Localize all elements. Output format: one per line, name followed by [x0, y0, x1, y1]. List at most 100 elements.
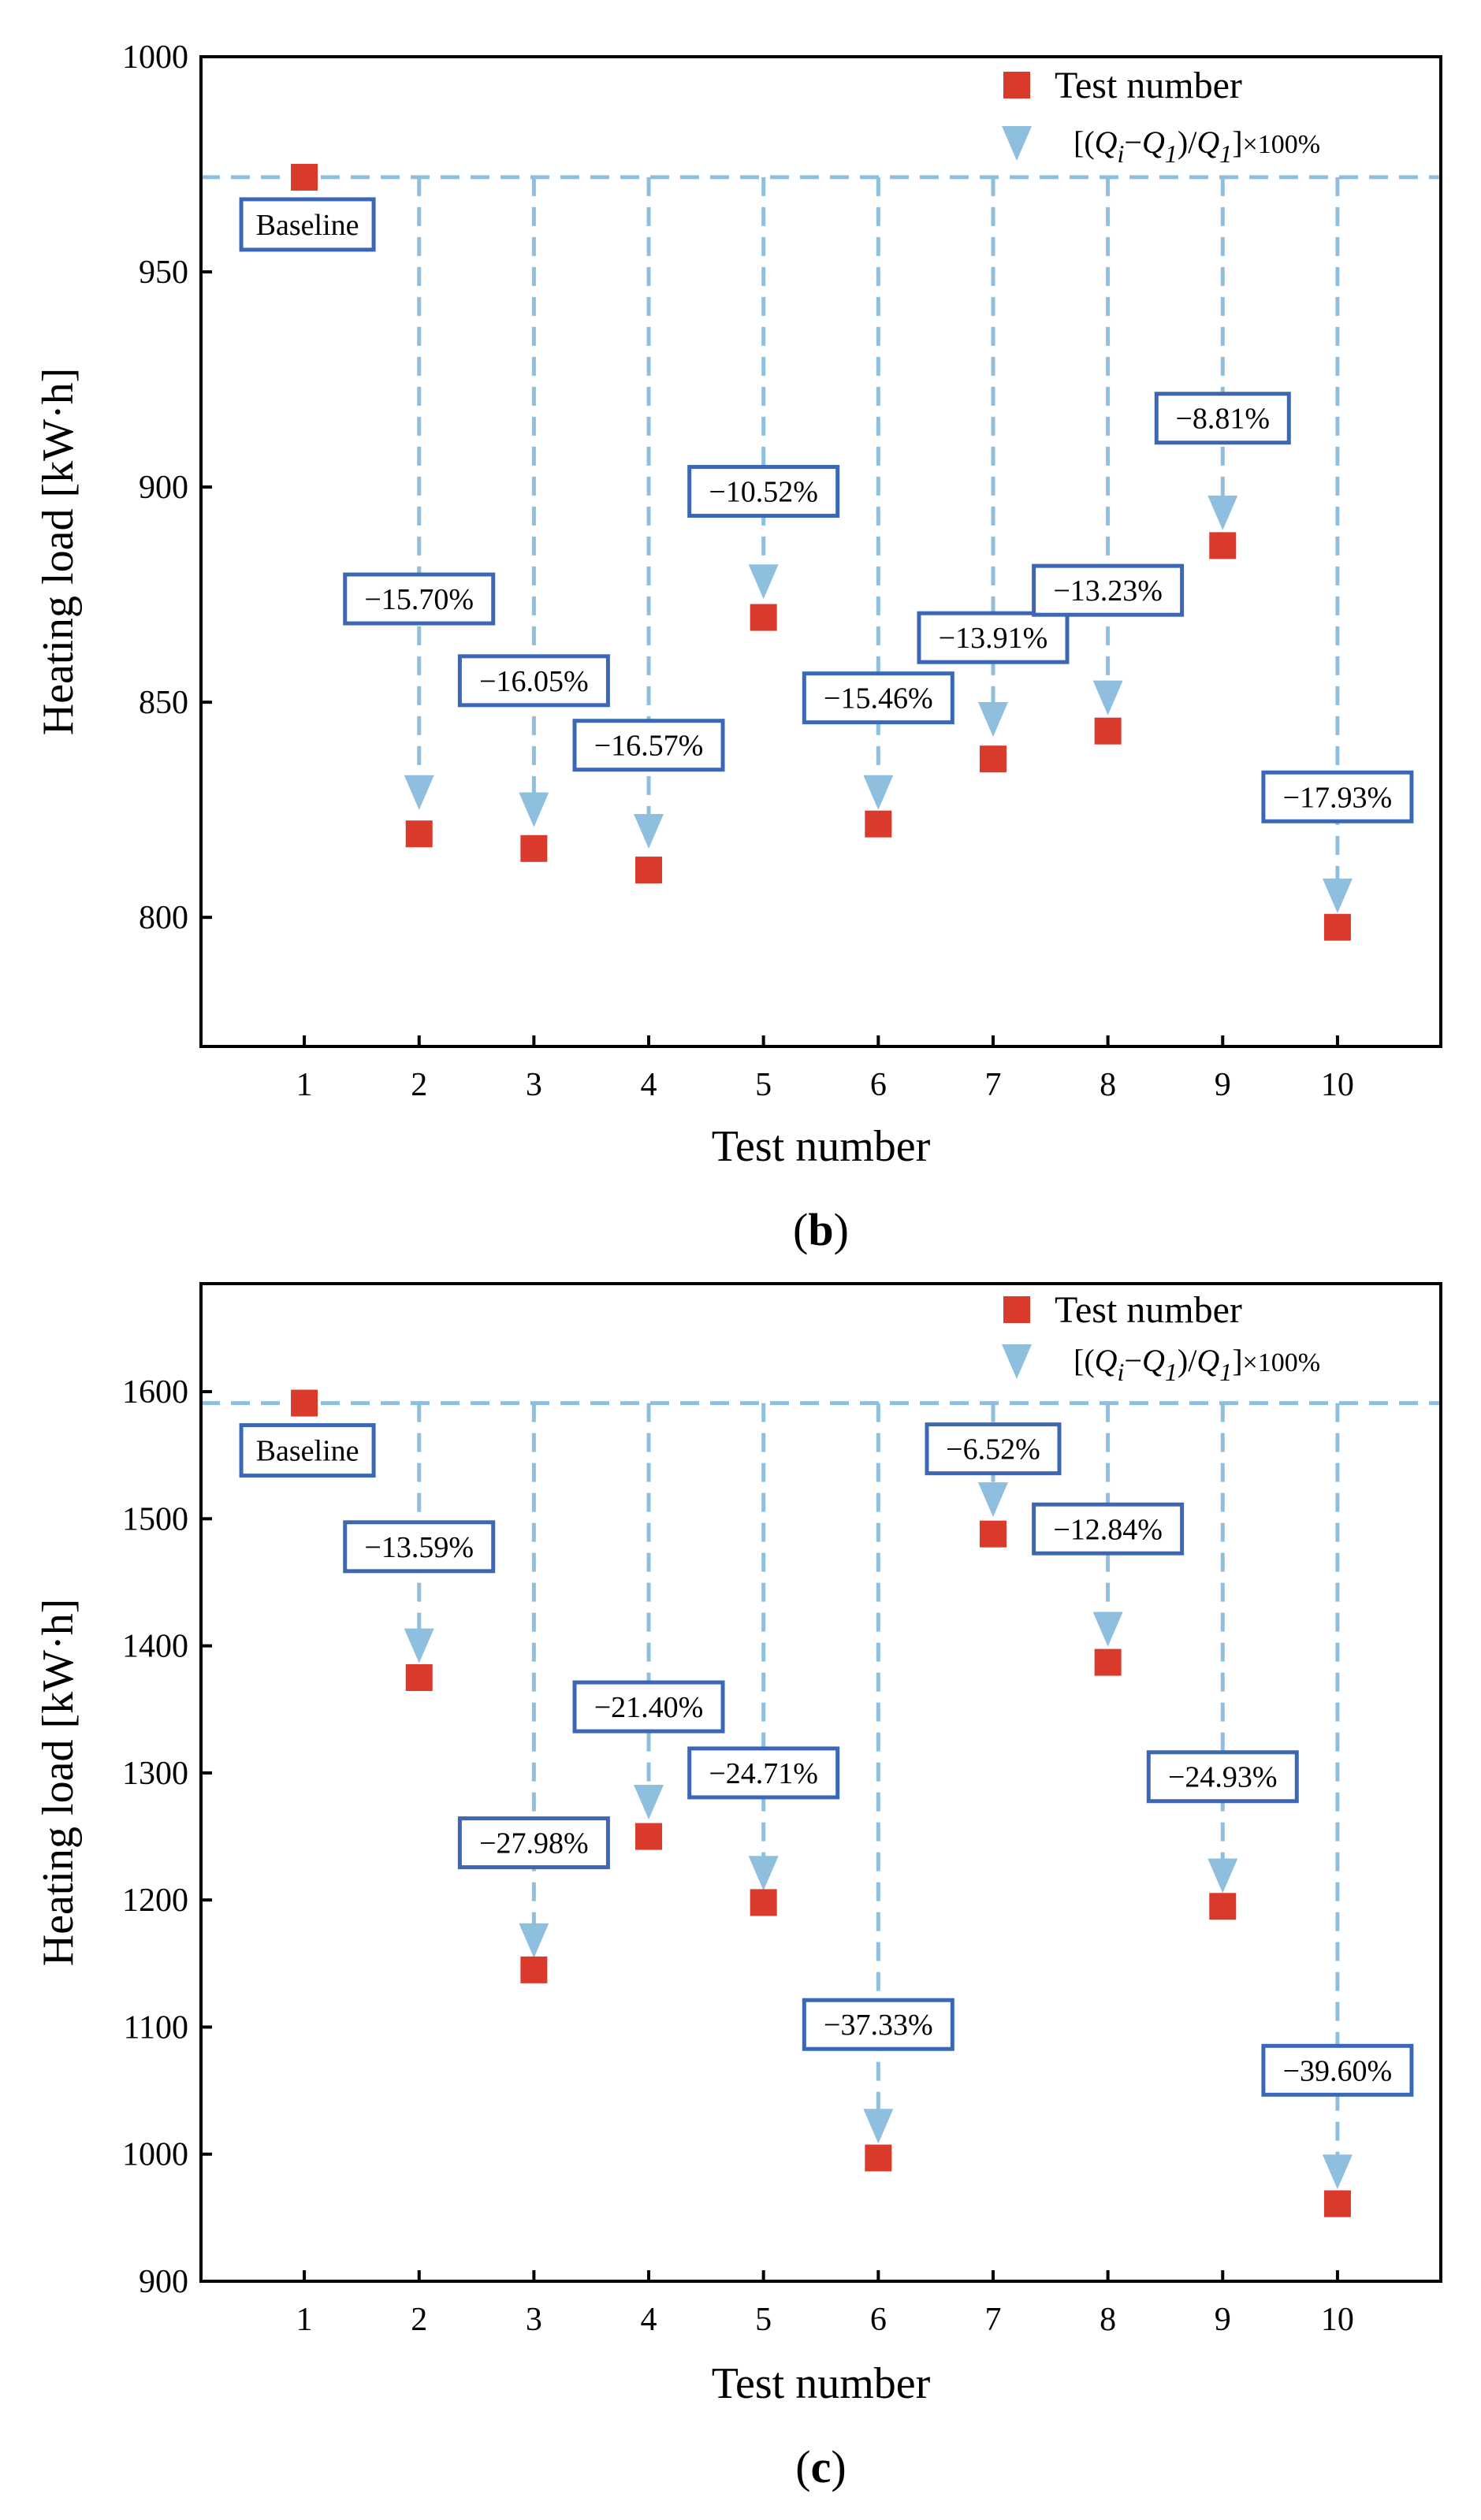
annotation-box	[802, 1998, 954, 2051]
x-tick-label: 8	[1100, 1067, 1116, 1103]
annotation-box	[925, 1422, 1062, 1476]
data-point	[635, 857, 663, 884]
data-point	[1094, 717, 1122, 745]
x-tick-label: 6	[870, 1067, 887, 1103]
percent-arrow-marker	[404, 1628, 434, 1663]
x-axis-title: Test number	[712, 1122, 931, 1171]
data-point	[750, 1889, 777, 1916]
x-tick-label: 1	[296, 1067, 313, 1103]
annotation-label: −13.91%	[939, 622, 1048, 655]
percent-arrow-marker	[1207, 495, 1238, 530]
legend-marker-label: Test number	[1055, 1289, 1242, 1331]
y-tick-label: 1100	[124, 2009, 188, 2046]
annotation-label: −24.71%	[709, 1757, 818, 1790]
percent-arrow-marker	[1207, 1858, 1238, 1894]
x-tick-label: 2	[411, 1067, 427, 1103]
annotation-label: −37.33%	[824, 2009, 933, 2042]
x-tick-label: 7	[984, 1067, 1001, 1103]
percent-arrow-marker	[863, 2109, 894, 2144]
x-tick-label: 10	[1321, 1067, 1354, 1103]
baseline-label-box	[239, 197, 376, 252]
annotation-label: −13.23%	[1053, 574, 1163, 608]
annotation-label: −21.40%	[594, 1691, 704, 1724]
annotation-box	[457, 1816, 610, 1870]
annotation-label: −10.52%	[709, 476, 818, 509]
annotation-label: −17.93%	[1283, 781, 1393, 814]
percent-arrow-marker	[519, 1923, 549, 1958]
data-point	[405, 1663, 433, 1691]
annotation-label: −12.84%	[1053, 1513, 1163, 1546]
x-tick-label: 9	[1215, 2302, 1231, 2338]
annotation-label: −24.93%	[1168, 1761, 1278, 1794]
y-tick-label: 850	[139, 685, 188, 721]
percent-arrow-marker	[1092, 680, 1123, 715]
legend: Test number [(Qi−Q1)/Q1]×100%	[1002, 65, 1320, 168]
data-point	[635, 1823, 663, 1850]
data-point	[1209, 1893, 1237, 1920]
annotation-box	[687, 465, 840, 518]
data-point	[1094, 1648, 1122, 1676]
annotation-box	[572, 1680, 725, 1734]
percent-arrow-marker	[1322, 2154, 1353, 2190]
baseline-label: Baseline	[256, 209, 359, 242]
y-tick-label: 1600	[122, 1374, 188, 1411]
y-tick-label: 1000	[122, 2137, 188, 2173]
annotation-label: −15.46%	[824, 682, 933, 715]
x-tick-label: 7	[984, 2302, 1001, 2338]
legend: Test number [(Qi−Q1)/Q1]×100%	[1002, 1289, 1320, 1386]
annotation-label: −6.52%	[946, 1433, 1040, 1466]
chart-panel-c: 900 1000 1100 1200 1300 1400 1500 1600 1 2 3 4 5 6 7 8 9…	[34, 1282, 1442, 2492]
annotation-label: −16.57%	[594, 730, 704, 763]
annotation-box	[1146, 1750, 1299, 1804]
legend-triangle-marker	[1002, 126, 1032, 161]
y-tick-label: 900	[139, 2264, 188, 2300]
y-tick-label: 1300	[122, 1756, 188, 1792]
panel-label: (b)	[793, 1204, 849, 1255]
annotation-box	[572, 719, 725, 772]
data-point	[291, 1389, 318, 1417]
y-tick-label: 1200	[122, 1883, 188, 1919]
data-point	[865, 810, 892, 838]
chart-panel-b: 800 850 900 950 1000 1 2 3 4 5 6 7 8 9 10 Test number He…	[34, 39, 1442, 1255]
data-point	[1209, 532, 1237, 559]
x-tick-label: 8	[1100, 2302, 1116, 2338]
annotation-box	[687, 1746, 840, 1800]
percent-arrow-marker	[977, 701, 1008, 737]
data-point	[405, 820, 433, 848]
annotation-box	[1261, 2043, 1414, 2097]
x-tick-label: 10	[1321, 2302, 1354, 2338]
percent-arrow-marker	[404, 775, 434, 810]
x-tick-label: 6	[870, 2302, 887, 2338]
percent-arrow-marker	[1322, 878, 1353, 913]
y-tick-label: 900	[139, 470, 188, 506]
percent-arrow-marker	[977, 1482, 1008, 1518]
data-point	[865, 2144, 892, 2172]
x-tick-label: 4	[641, 1067, 657, 1103]
baseline-label-box	[239, 1423, 376, 1478]
y-tick-label: 800	[139, 900, 188, 936]
legend-square-marker	[1003, 1296, 1030, 1323]
annotation-label: −16.05%	[479, 665, 589, 698]
x-tick-label: 5	[755, 2302, 772, 2338]
annotation-box	[1154, 392, 1291, 445]
plot-frame	[199, 1282, 1442, 2283]
x-tick-label: 3	[526, 2302, 542, 2338]
data-point	[750, 604, 777, 631]
annotation-label: −13.59%	[364, 1531, 474, 1564]
data-point	[979, 745, 1007, 773]
x-axis-title: Test number	[712, 2359, 931, 2408]
data-point	[1323, 2190, 1351, 2217]
y-tick-label: 1400	[122, 1629, 188, 1665]
percent-arrow-marker	[1092, 1611, 1123, 1647]
annotation-box	[1032, 563, 1185, 617]
annotation-box	[457, 654, 610, 708]
data-point	[979, 1520, 1007, 1548]
annotation-box	[1261, 770, 1414, 823]
x-tick-label: 9	[1215, 1067, 1231, 1103]
x-tick-label: 4	[641, 2302, 657, 2338]
annotation-label: −27.98%	[479, 1827, 589, 1860]
percent-arrow-marker	[748, 1856, 779, 1891]
x-tick-label: 2	[411, 2302, 427, 2338]
annotation-label: −39.60%	[1283, 2054, 1393, 2087]
